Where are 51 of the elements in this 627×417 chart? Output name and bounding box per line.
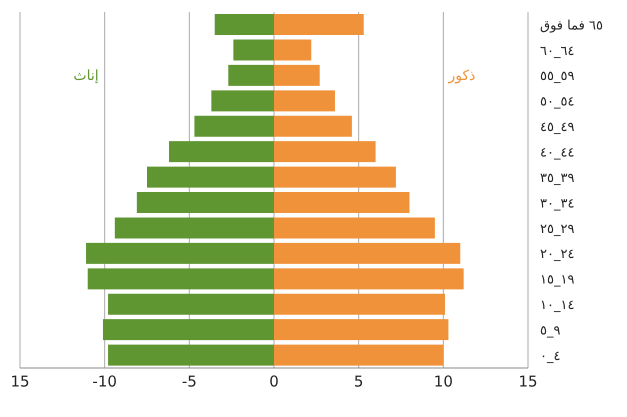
y-tick-label: ٢٩_٢٥: [540, 222, 574, 237]
bar: [211, 90, 274, 112]
y-tick-label: ٤_٠: [540, 348, 560, 364]
bar: [86, 242, 274, 264]
bar: [274, 344, 444, 366]
bar: [274, 90, 335, 112]
y-tick-label: ٦٥ فما فوق: [540, 18, 603, 34]
bar: [114, 217, 274, 238]
bar: [274, 14, 364, 36]
bar: [274, 141, 376, 162]
x-tick-label: 15: [10, 372, 30, 391]
bar: [169, 141, 274, 162]
x-tick-label: -5: [182, 372, 197, 391]
x-tick-label: -10: [92, 372, 117, 391]
bar: [108, 344, 274, 366]
bar: [274, 217, 435, 238]
bar: [233, 39, 274, 60]
y-tick-label: ٣٩_٣٥: [540, 170, 574, 186]
text: ذكور: [446, 68, 476, 84]
bar: [228, 64, 274, 86]
x-tick-label: 5: [354, 372, 364, 391]
bar: [274, 242, 460, 264]
bar: [274, 39, 312, 60]
bar: [274, 294, 446, 315]
bar: [214, 14, 274, 36]
bar: [194, 116, 274, 137]
bar: [274, 319, 448, 340]
x-tick-label: 10: [434, 372, 453, 391]
y-tick-label: ٥٤_٥٠: [540, 94, 574, 110]
bar: [274, 192, 410, 214]
y-tick-label: ٥٩_٥٥: [540, 69, 574, 84]
bar: [136, 192, 274, 214]
x-tick-label: 0: [269, 372, 279, 391]
y-tick-label: ٩_٥: [540, 323, 560, 338]
bar: [108, 294, 274, 315]
y-tick-label: ٤٩_٤٥: [540, 120, 574, 136]
y-tick-label: ٢٤_٢٠: [540, 247, 574, 262]
bar: [274, 116, 352, 137]
bar: [274, 166, 396, 188]
y-tick-label: ٣٤_٣٠: [540, 196, 574, 212]
bar: [102, 319, 274, 340]
y-tick-label: ٦٤_٦٠: [540, 44, 574, 59]
bar: [274, 64, 320, 86]
y-tick-label: ٤٤_٤٠: [540, 145, 574, 160]
x-tick-label: 15: [518, 372, 538, 391]
bar: [147, 166, 274, 188]
y-tick-label: ١٩_١٥: [540, 272, 574, 288]
bar: [88, 268, 274, 290]
y-tick-label: ١٤_١٠: [540, 298, 574, 314]
bar: [274, 268, 464, 290]
text: إناث: [72, 68, 100, 84]
